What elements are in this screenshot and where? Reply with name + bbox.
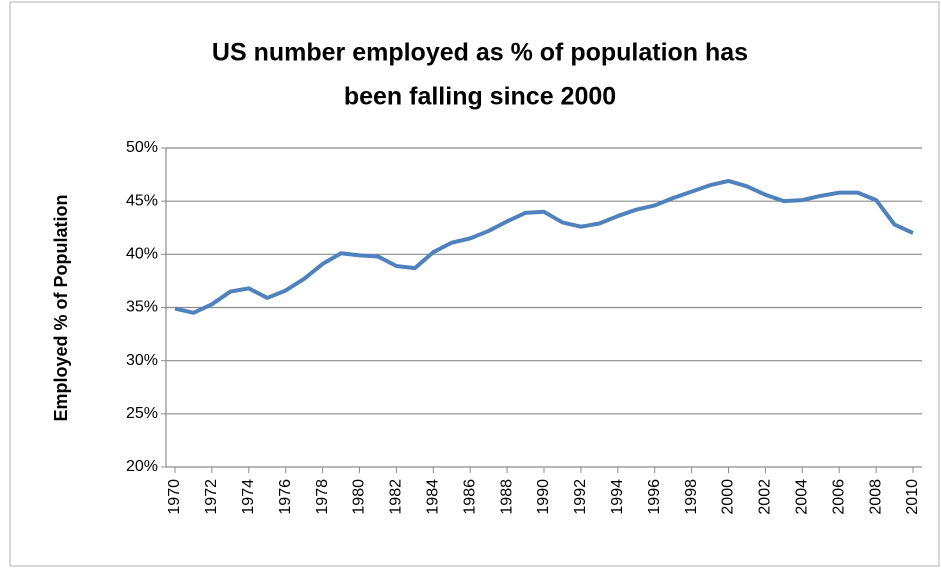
x-tick-label: 2004 bbox=[794, 479, 811, 515]
x-tick-label: 1984 bbox=[425, 479, 442, 515]
x-tick-label: 1978 bbox=[314, 479, 331, 515]
chart-title-line: been falling since 2000 bbox=[344, 83, 616, 111]
x-tick-label: 1974 bbox=[240, 479, 257, 515]
y-tick-label: 50% bbox=[126, 139, 158, 156]
x-tick-label: 1994 bbox=[609, 479, 626, 515]
y-tick-label: 35% bbox=[126, 299, 158, 316]
x-tick-label: 2010 bbox=[904, 479, 921, 515]
x-tick-label: 1996 bbox=[646, 479, 663, 515]
chart-title-line: US number employed as % of population ha… bbox=[212, 39, 748, 67]
x-tick-label: 2006 bbox=[830, 479, 847, 515]
y-tick-label: 25% bbox=[126, 405, 158, 422]
x-tick-label: 1986 bbox=[461, 479, 478, 515]
x-tick-label: 1998 bbox=[683, 479, 700, 515]
data-line bbox=[174, 178, 914, 315]
x-tick-label: 1976 bbox=[277, 479, 294, 515]
x-tick-label: 1992 bbox=[572, 479, 589, 515]
y-tick-label: 20% bbox=[126, 458, 158, 475]
x-tick-label: 1972 bbox=[203, 479, 220, 515]
x-tick-label: 1982 bbox=[388, 479, 405, 515]
y-axis-label: Employed % of Population bbox=[51, 194, 71, 421]
x-tick-label: 1988 bbox=[498, 479, 515, 515]
x-tick-label: 2002 bbox=[757, 479, 774, 515]
y-tick-label: 40% bbox=[126, 246, 158, 263]
y-tick-label: 30% bbox=[126, 352, 158, 369]
x-tick-label: 1970 bbox=[166, 479, 183, 515]
y-tick-label: 45% bbox=[126, 192, 158, 209]
x-tick-label: 2000 bbox=[720, 479, 737, 515]
x-tick-label: 1990 bbox=[535, 479, 552, 515]
x-tick-label: 2008 bbox=[867, 479, 884, 515]
chart-border bbox=[9, 1, 940, 567]
x-tick-label: 1980 bbox=[351, 479, 368, 515]
